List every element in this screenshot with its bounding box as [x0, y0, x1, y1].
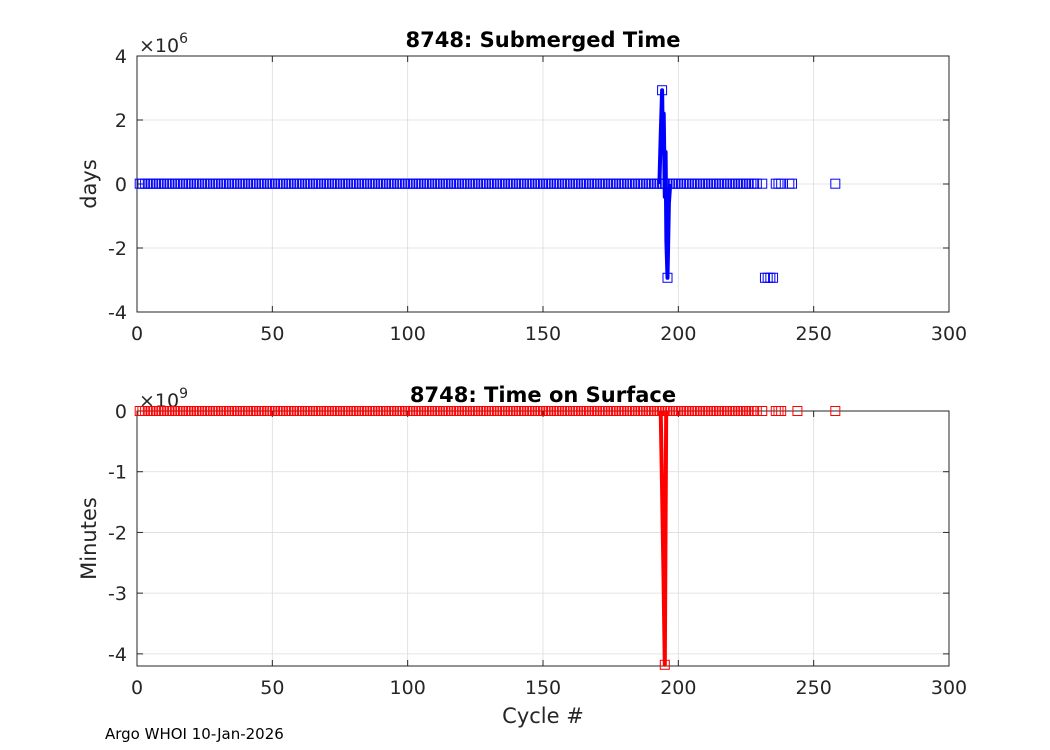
x-tick-label: 250 — [796, 677, 832, 699]
x-tick-label: 250 — [796, 323, 832, 345]
data-point — [830, 178, 841, 189]
y-tick-label: 0 — [115, 174, 127, 196]
chart-title: 8748: Time on Surface — [410, 383, 676, 407]
data-point — [757, 406, 768, 416]
x-tick-label: 0 — [131, 323, 143, 345]
data-point — [830, 406, 841, 416]
data-series-group — [134, 406, 841, 670]
data-point — [751, 178, 762, 189]
chart-panel-1: 0 50 100 150 200 250 300 -4 -2 0 2 4 ×106 8748: Subme… — [77, 28, 967, 345]
x-axis-label: Cycle # — [502, 704, 584, 728]
x-tick-label: 100 — [390, 677, 426, 699]
y-tick-label: 4 — [115, 46, 127, 68]
y-tick-label: -1 — [108, 462, 127, 484]
y-tick-label: -2 — [108, 238, 127, 260]
y-tick-label: 2 — [115, 110, 127, 132]
y-tick-label: 0 — [115, 401, 127, 423]
data-point — [757, 178, 768, 189]
series-line — [658, 410, 669, 667]
x-tick-label: 150 — [525, 323, 561, 345]
data-point — [792, 406, 803, 416]
y-tick-label: -2 — [108, 522, 127, 544]
data-point — [768, 272, 779, 283]
exponent-label: ×106 — [139, 31, 188, 57]
x-tick-label: 50 — [260, 677, 284, 699]
series-line — [657, 88, 673, 280]
exponent-power: 6 — [179, 31, 188, 47]
x-tick-label: 300 — [931, 323, 967, 345]
x-tick-label: 150 — [525, 677, 561, 699]
x-tick-label: 100 — [390, 323, 426, 345]
y-axis-label: Minutes — [77, 497, 101, 580]
x-tick-label: 200 — [660, 323, 696, 345]
exponent-power: 9 — [179, 386, 188, 402]
data-series-group — [134, 85, 841, 283]
y-tick-label: -4 — [108, 302, 127, 324]
data-point — [776, 406, 787, 416]
data-point — [751, 406, 762, 416]
x-tick-label: 300 — [931, 677, 967, 699]
chart-title: 8748: Submerged Time — [405, 28, 680, 52]
data-point — [776, 178, 787, 189]
footer-stamp: Argo WHOI 10-Jan-2026 — [105, 725, 284, 743]
exponent-base: ×10 — [139, 35, 179, 57]
x-tick-label: 200 — [660, 677, 696, 699]
data-point — [787, 178, 798, 189]
x-tick-label: 0 — [131, 677, 143, 699]
chart-panel-2: 0 50 100 150 200 250 300-4-3-2-10 ×109 8748: Tim… — [77, 383, 967, 728]
y-axis-label: days — [77, 159, 101, 209]
x-tick-label: 50 — [260, 323, 284, 345]
y-tick-label: -3 — [108, 583, 127, 605]
y-tick-label: -4 — [108, 644, 127, 666]
